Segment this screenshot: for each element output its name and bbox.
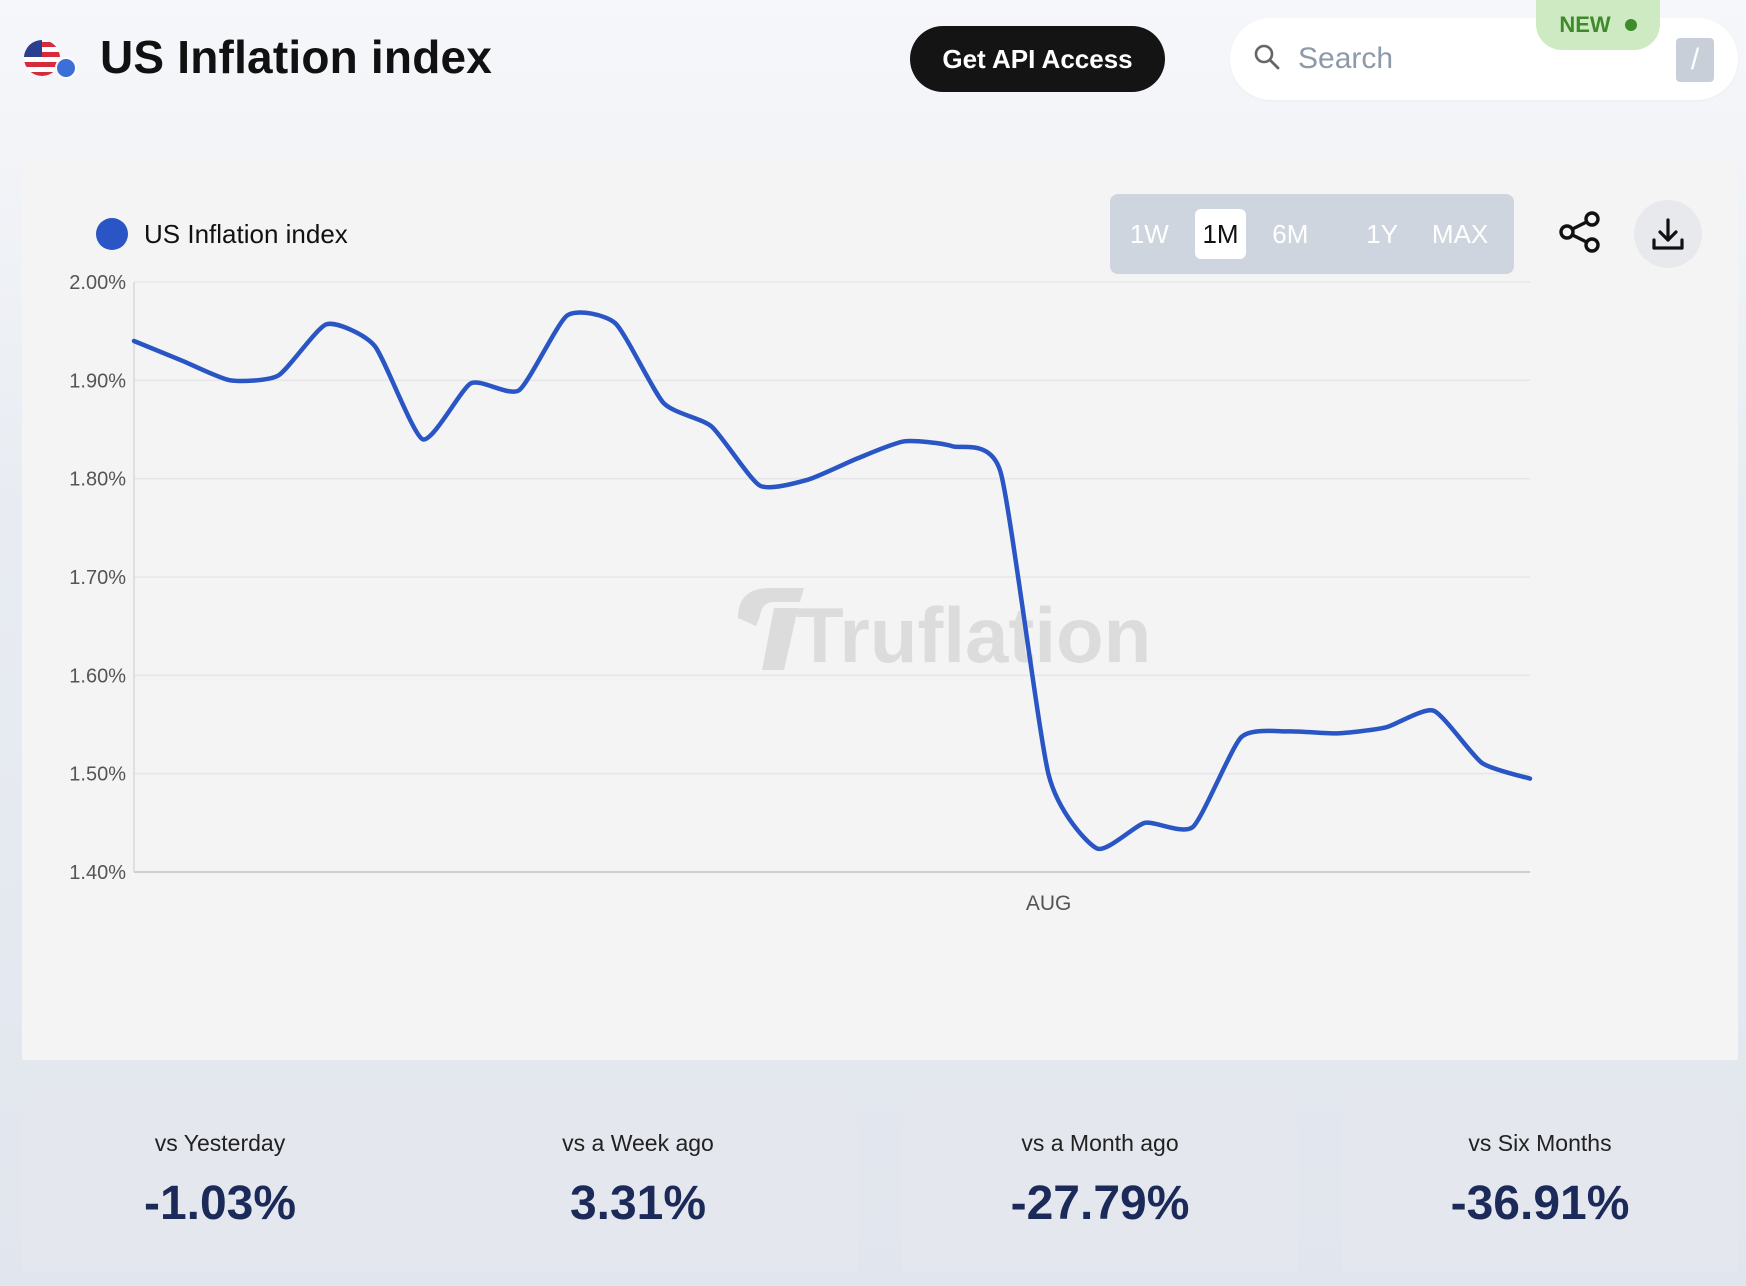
search-shortcut-key: / [1676, 38, 1714, 82]
range-1w-button[interactable]: 1W [1129, 218, 1169, 249]
us-flag-icon [22, 38, 78, 82]
truflation-watermark: Truflation [738, 588, 1151, 679]
line-chart: Truflation 2.00% 1.90% 1.80% 1.70% 1.60% 1.50… [69, 272, 1533, 915]
range-1y-button[interactable]: 1Y [1366, 218, 1399, 249]
share-icon[interactable] [1556, 208, 1604, 256]
stat-value: 3.31% [569, 1177, 707, 1230]
stat-vs-week: vs a Week ago 3.31% [418, 1094, 858, 1272]
new-badge: NEW [1536, 0, 1660, 50]
download-icon [1652, 218, 1684, 250]
range-6m-button[interactable]: 6M [1272, 218, 1309, 249]
chart-legend: US Inflation index [96, 218, 348, 250]
y-tick-label: 1.50% [69, 764, 126, 786]
stat-vs-six-months: vs Six Months -36.91% [1342, 1094, 1738, 1272]
y-tick-label: 1.80% [69, 469, 126, 491]
get-api-access-button[interactable]: Get API Access [910, 26, 1165, 92]
time-range-selector: 1W 1M 6M 1Y MAX [1110, 194, 1514, 274]
stat-card: vs a Month ago -27.79% [902, 1094, 1298, 1272]
stat-value: -27.79% [1010, 1177, 1190, 1230]
stat-label: vs a Week ago [562, 1130, 714, 1156]
stat-value: -36.91% [1450, 1177, 1630, 1230]
stat-label: vs Six Months [1468, 1130, 1612, 1156]
range-1m-button[interactable]: 1M [1194, 209, 1247, 259]
new-badge-label: NEW [1559, 12, 1611, 37]
y-tick-label: 2.00% [69, 272, 126, 294]
y-tick-label: 1.60% [69, 665, 126, 687]
stat-value: -1.03% [143, 1177, 297, 1230]
y-tick-label: 1.70% [69, 567, 126, 589]
series-line-us-inflation-index [131, 310, 1533, 852]
watermark-text: Truflation [796, 591, 1151, 679]
stat-label: vs Yesterday [154, 1130, 286, 1156]
legend-dot [96, 218, 128, 250]
stat-card: vs Six Months -36.91% [1342, 1094, 1738, 1272]
range-max-button[interactable]: MAX [1431, 218, 1489, 249]
y-tick-label: 1.40% [69, 862, 126, 884]
stat-vs-yesterday: vs Yesterday -1.03% [22, 1094, 418, 1272]
search-box[interactable]: / [1230, 18, 1738, 100]
legend-label: US Inflation index [144, 218, 348, 249]
y-tick-label: 1.90% [69, 370, 126, 392]
stat-card-group: vs Yesterday -1.03% vs a Week ago 3.31% [22, 1094, 858, 1272]
chart-card: US Inflation index 1W 1M 6M 1Y MAX Trufl… [22, 158, 1738, 1060]
stat-label: vs a Month ago [1021, 1130, 1179, 1156]
x-tick-label: AUG [1026, 892, 1072, 915]
stat-vs-month: vs a Month ago -27.79% [902, 1094, 1298, 1272]
page-title: US Inflation index [100, 31, 493, 83]
search-icon [1254, 44, 1280, 70]
download-button[interactable] [1634, 200, 1702, 268]
new-badge-dot [1624, 19, 1637, 31]
